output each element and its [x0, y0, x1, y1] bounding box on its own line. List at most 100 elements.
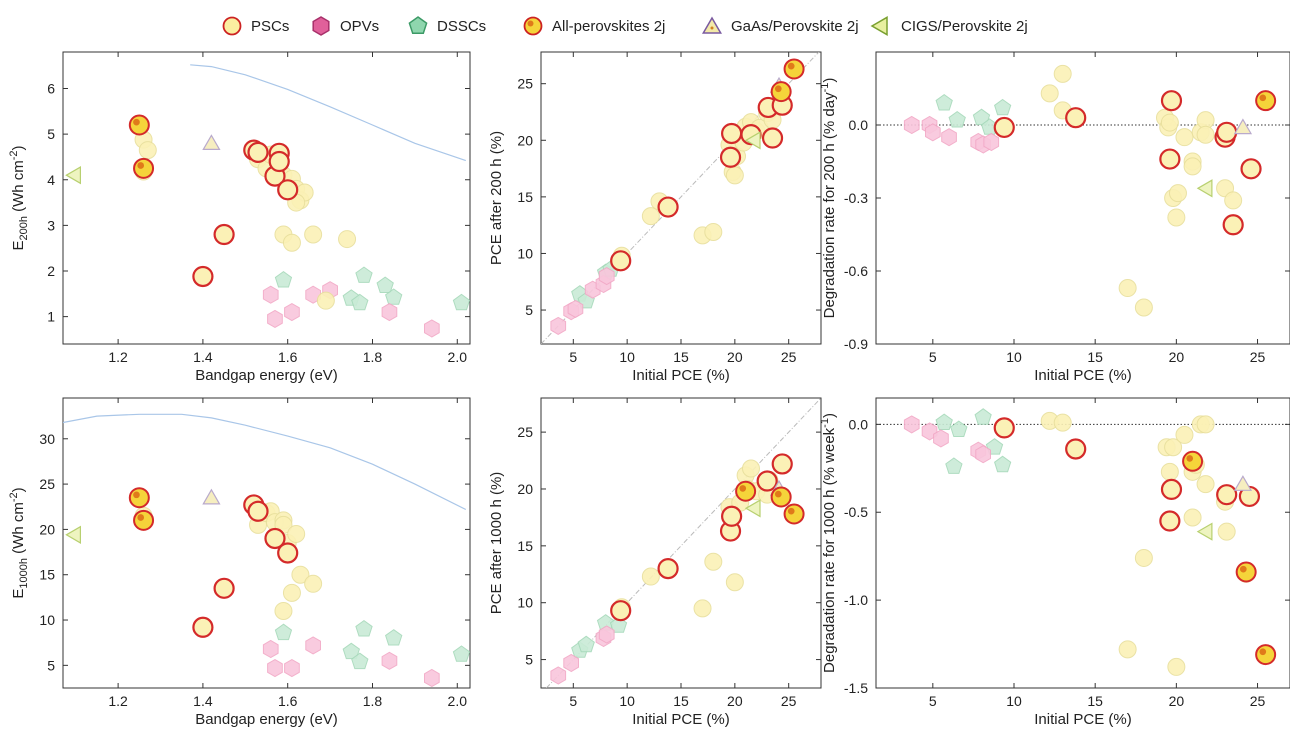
series-gaas-perovskite-2j: [1233, 118, 1253, 135]
point-all-perovskites-2j-2: [783, 58, 805, 80]
point-pscs-9: [287, 524, 306, 543]
x-tick-label: 20: [727, 349, 743, 365]
y-axis-label: E200h (Wh cm-2): [8, 145, 30, 250]
point-pscs-15: [282, 233, 301, 252]
point-pscs-15: [1196, 475, 1215, 494]
x-tick-label: 25: [1250, 349, 1266, 365]
point-cigs-perovskite-2j-1: [744, 499, 761, 518]
point-opvs-2: [267, 659, 283, 678]
y-tick-label: 0.0: [849, 416, 869, 432]
point-pscs-7: [1164, 438, 1183, 457]
y-tick-label: 20: [517, 132, 533, 148]
point-opvs-4: [305, 636, 321, 655]
plot-area: [65, 64, 470, 338]
point-pscs-5: [1134, 298, 1153, 317]
x-tick-label: 1.6: [278, 349, 298, 365]
point-pscs-highlighted-6: [771, 453, 793, 475]
point-opvs-3: [284, 303, 300, 322]
point-dsscs-4: [355, 266, 373, 283]
point-dsscs-5: [994, 98, 1012, 116]
series-opvs: [550, 267, 615, 335]
y-tick-label: -0.6: [844, 263, 868, 279]
point-pscs-highlighted-1: [993, 417, 1015, 439]
series-opvs: [550, 625, 615, 685]
point-pscs-highlighted-6: [277, 542, 299, 564]
point-pscs-19: [1224, 191, 1243, 210]
point-opvs-6: [381, 303, 398, 322]
legend-label-6: CIGS/Perovskite 2j: [901, 18, 1028, 35]
legend-item-1: PSCs: [222, 16, 289, 36]
series-dsscs: [274, 619, 470, 670]
y-tick-label: 10: [517, 245, 533, 261]
y-tick-label: 25: [517, 76, 533, 92]
y-tick-label: 10: [39, 612, 55, 628]
y-tick-label: 1: [47, 309, 55, 325]
point-opvs-6: [598, 267, 615, 286]
point-dsscs-6: [994, 455, 1012, 473]
y-tick-label: 5: [47, 126, 55, 142]
legend-marker-6: [870, 15, 888, 37]
x-tick-label: 5: [569, 693, 577, 709]
point-dsscs-2: [577, 635, 595, 653]
point-pscs-16: [304, 225, 323, 244]
panel-b: 5 10 15 20 25 5 10 15 20 25 Initial PCE (%) PCE aft…: [488, 51, 822, 384]
point-pscs-highlighted-1: [192, 616, 214, 638]
point-pscs-14: [1183, 157, 1202, 176]
point-cigs-perovskite-2j-1: [1196, 179, 1213, 198]
point-opvs-1: [903, 415, 920, 434]
point-pscs-12: [282, 583, 301, 602]
point-dsscs-6: [452, 645, 470, 662]
y-tick-label: 5: [525, 652, 533, 668]
point-pscs-14: [1196, 415, 1215, 434]
point-opvs-4: [941, 128, 957, 147]
point-pscs-highlighted-1: [192, 265, 214, 288]
x-tick-label: 20: [1169, 693, 1185, 709]
point-all-perovskites-2j-2: [133, 509, 155, 531]
point-pscs-10: [291, 565, 310, 584]
y-tick-label: 20: [39, 521, 55, 537]
point-pscs-highlighted-2: [1065, 438, 1087, 460]
point-pscs-highlighted-2: [657, 557, 679, 580]
series-opvs: [262, 636, 440, 688]
series-all-perovskites-2j: [128, 114, 155, 179]
x-tick-label: 1.8: [363, 349, 383, 365]
point-pscs-12: [1175, 128, 1194, 147]
point-dsscs-3: [950, 420, 968, 437]
x-tick-label: 2.0: [448, 693, 468, 709]
x-tick-label: 1.2: [108, 349, 128, 365]
x-tick-label: 5: [929, 693, 937, 709]
series-pscs-highlighted: [610, 94, 793, 272]
point-pscs-8: [1167, 657, 1186, 676]
series-pscs-highlighted: [993, 417, 1261, 532]
point-cigs-perovskite-2j-1: [744, 131, 761, 150]
point-dsscs-1: [274, 623, 293, 641]
series-pscs-highlighted: [993, 90, 1262, 236]
panel-e: 5 10 15 20 25 5 10 15 20 25 Initial PCE (%) PCE aft…: [488, 397, 822, 728]
x-tick-label: 15: [673, 349, 689, 365]
panel-c: 5 10 15 20 25 -0.9 -0.6 -0.3 0.0 Initial PCE (%) D…: [819, 51, 1290, 384]
point-opvs-1: [262, 285, 279, 304]
y-tick-label: 5: [525, 302, 533, 318]
point-all-perovskites-2j-2: [133, 157, 155, 179]
series-dsscs: [935, 93, 1012, 135]
point-gaas-perovskite-2j-1: [202, 134, 221, 150]
series-dsscs: [935, 408, 1012, 474]
y-tick-label: 15: [39, 567, 55, 583]
point-pscs-2: [138, 141, 157, 160]
y-tick-label: 3: [47, 217, 55, 233]
legend-item-5: GaAs/Perovskite 2j: [701, 16, 859, 35]
point-opvs-4: [598, 625, 615, 644]
point-pscs-6: [1160, 462, 1179, 481]
point-pscs-highlighted-8: [1240, 158, 1262, 180]
x-tick-label: 1.6: [278, 693, 298, 709]
point-pscs-11: [304, 574, 323, 593]
series-pscs-highlighted: [192, 139, 299, 288]
point-dsscs-2: [945, 457, 963, 474]
plot-area: [541, 52, 820, 344]
y-tick-label: -0.5: [844, 504, 868, 520]
series-pscs: [1040, 411, 1256, 676]
x-tick-label: 25: [781, 693, 797, 709]
y-tick-label: 5: [47, 657, 55, 673]
series-pscs-highlighted: [610, 453, 793, 622]
